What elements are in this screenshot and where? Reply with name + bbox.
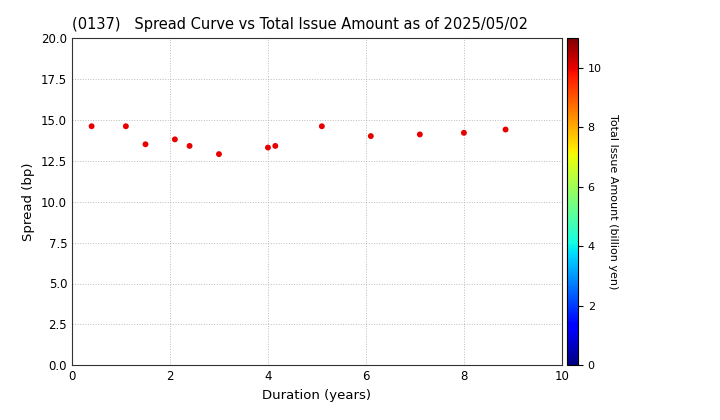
Point <box>316 123 328 130</box>
Point <box>120 123 132 130</box>
Point <box>262 144 274 151</box>
Point <box>414 131 426 138</box>
Point <box>169 136 181 143</box>
Point <box>500 126 511 133</box>
Text: (0137)   Spread Curve vs Total Issue Amount as of 2025/05/02: (0137) Spread Curve vs Total Issue Amoun… <box>72 18 528 32</box>
Point <box>269 142 281 149</box>
Point <box>140 141 151 147</box>
Y-axis label: Spread (bp): Spread (bp) <box>22 163 35 241</box>
Point <box>365 133 377 139</box>
X-axis label: Duration (years): Duration (years) <box>263 389 372 402</box>
Y-axis label: Total Issue Amount (billion yen): Total Issue Amount (billion yen) <box>608 114 618 289</box>
Point <box>86 123 97 130</box>
Point <box>213 151 225 158</box>
Point <box>458 129 469 136</box>
Point <box>184 142 195 149</box>
